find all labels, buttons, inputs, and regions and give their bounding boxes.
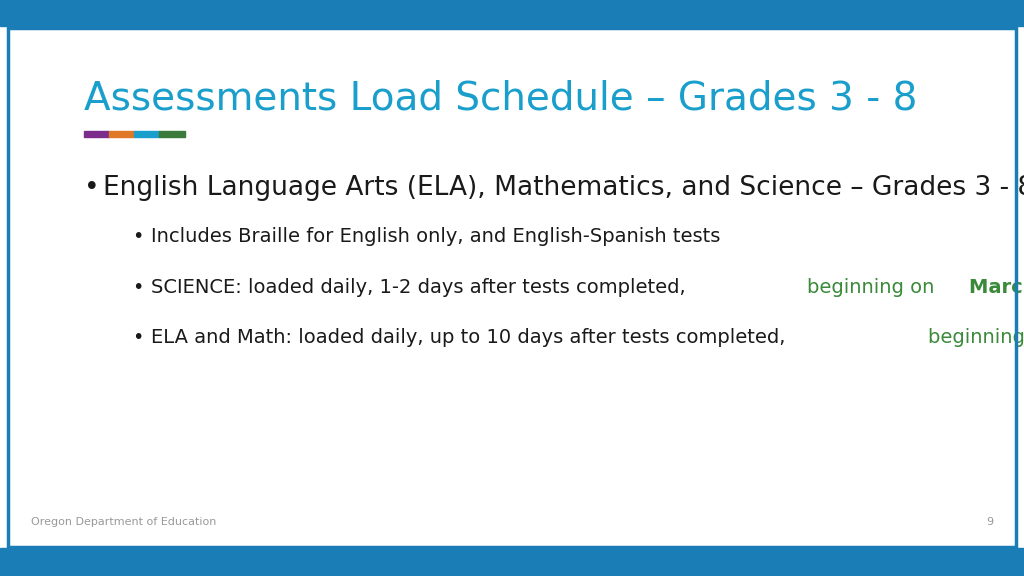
Text: English Language Arts (ELA), Mathematics, and Science – Grades 3 - 8: English Language Arts (ELA), Mathematics… — [102, 175, 1024, 201]
Text: March 9, 2023: March 9, 2023 — [969, 278, 1024, 297]
Bar — [84, 131, 109, 137]
Bar — [109, 131, 134, 137]
Text: beginning on: beginning on — [807, 278, 941, 297]
Bar — [160, 131, 184, 137]
Text: SCIENCE: loaded daily, 1-2 days after tests completed,: SCIENCE: loaded daily, 1-2 days after te… — [152, 278, 692, 297]
Text: Oregon Department of Education: Oregon Department of Education — [31, 517, 216, 526]
Bar — [134, 131, 160, 137]
Text: ELA and Math: loaded daily, up to 10 days after tests completed,: ELA and Math: loaded daily, up to 10 day… — [152, 328, 792, 347]
Text: •: • — [132, 228, 143, 247]
Text: •: • — [84, 175, 99, 201]
Text: •: • — [132, 328, 143, 347]
Text: Includes Braille for English only, and English-Spanish tests: Includes Braille for English only, and E… — [152, 228, 721, 247]
Text: •: • — [132, 278, 143, 297]
Text: Assessments Load Schedule – Grades 3 - 8: Assessments Load Schedule – Grades 3 - 8 — [84, 79, 918, 118]
Text: beginning on: beginning on — [928, 328, 1024, 347]
Text: 9: 9 — [986, 517, 993, 526]
